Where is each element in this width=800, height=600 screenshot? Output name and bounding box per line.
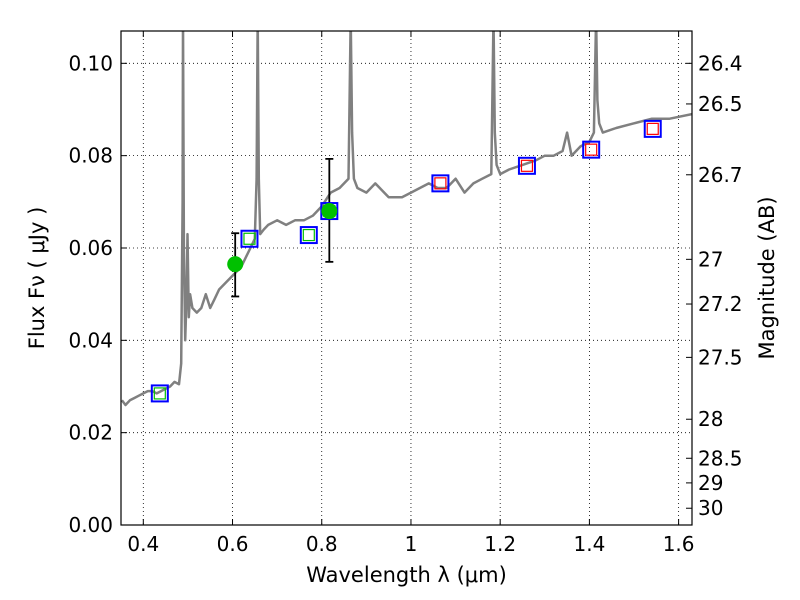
y2-axis-label: Magnitude (AB)	[755, 196, 779, 359]
x-tick-label: 0.8	[306, 532, 338, 556]
x-tick-label: 0.4	[127, 532, 159, 556]
observed-point	[227, 256, 244, 273]
mag-tick-label: 28	[698, 407, 723, 431]
photometry-marker	[153, 387, 166, 400]
photometry-marker	[434, 177, 447, 190]
x-tick-label: 1.6	[663, 532, 695, 556]
error-bars	[231, 157, 334, 298]
mag-tick-label: 26.5	[698, 92, 743, 116]
photometry-box	[299, 226, 318, 245]
x-tick-label: 1.2	[484, 532, 516, 556]
y-tick-label: 0.08	[68, 144, 113, 168]
mag-tick-label: 26.4	[698, 51, 743, 75]
mag-tick-label: 27.5	[698, 345, 743, 369]
grid	[121, 31, 692, 526]
photometry-box	[517, 156, 536, 175]
plot-frame	[120, 30, 693, 526]
model-spectrum	[121, 31, 692, 407]
y-tick-label: 0.04	[68, 328, 113, 352]
mag-tick-label: 29	[698, 471, 723, 495]
photometry-box	[643, 119, 662, 138]
y-tick-label: 0.10	[68, 51, 113, 75]
ticks: 0.4 0.6 0.8 1 1.2 1.4 1.6 0.00 0.02 0.04 0.06 0.08 0…	[68, 31, 743, 556]
photometry-marker	[520, 159, 534, 172]
x-tick-label: 1.4	[573, 532, 605, 556]
mag-tick-label: 26.7	[698, 163, 743, 187]
photometry-marker	[302, 228, 315, 242]
photometry-marker	[243, 232, 256, 245]
observed-point	[321, 203, 338, 220]
model-spectrum-line	[121, 31, 692, 407]
data-points	[150, 119, 662, 403]
y-tick-label: 0.02	[68, 421, 113, 445]
mag-tick-label: 30	[698, 496, 723, 520]
photometry-box	[582, 140, 601, 159]
photometry-box	[150, 384, 169, 403]
photometry-marker	[646, 122, 659, 135]
photometry-box	[240, 229, 259, 248]
mag-tick-label: 27.2	[698, 292, 743, 316]
x-tick-label: 1	[405, 532, 418, 556]
mag-tick-label: 28.5	[698, 446, 743, 470]
photometry-box	[431, 174, 450, 193]
y-tick-label: 0.06	[68, 236, 113, 260]
mag-tick-label: 27	[698, 247, 723, 271]
y-tick-label: 0.00	[68, 513, 113, 537]
x-axis-label: Wavelength λ (μm)	[306, 563, 507, 587]
x-tick-label: 0.6	[217, 532, 249, 556]
y-axis-label: Flux Fν ( μJy )	[25, 207, 49, 350]
photometry-marker	[585, 143, 598, 156]
